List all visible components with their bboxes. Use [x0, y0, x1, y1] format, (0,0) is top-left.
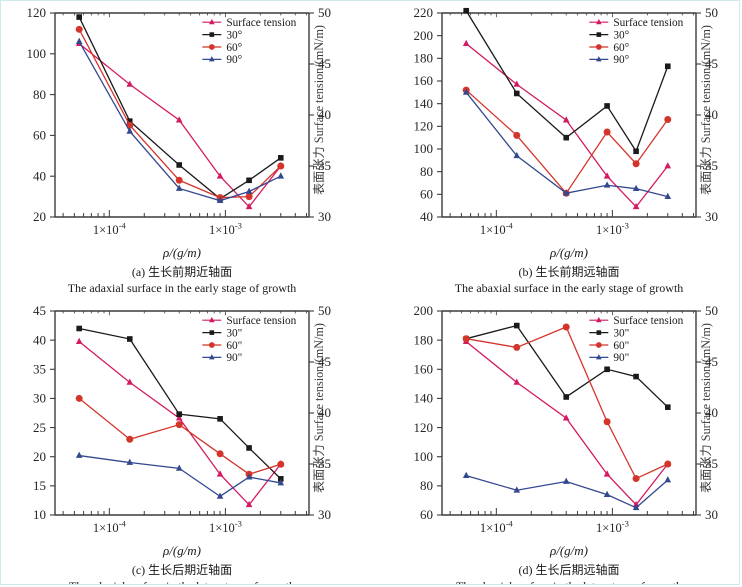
svg-text:80: 80 — [420, 478, 433, 493]
svg-text:15: 15 — [33, 478, 46, 493]
svg-text:30: 30 — [33, 391, 46, 406]
svg-text:120: 120 — [414, 118, 434, 133]
svg-text:60: 60 — [420, 186, 433, 201]
svg-text:90°: 90° — [613, 54, 629, 66]
svg-text:200: 200 — [414, 27, 434, 42]
svg-text:20: 20 — [33, 449, 46, 464]
svg-text:100: 100 — [27, 46, 47, 61]
svg-text:50: 50 — [705, 303, 718, 318]
svg-text:160: 160 — [414, 362, 434, 377]
svg-text:180: 180 — [414, 333, 434, 348]
svg-text:Surface tension: Surface tension — [226, 315, 296, 327]
svg-text:30: 30 — [705, 209, 718, 224]
svg-text:50: 50 — [705, 5, 718, 20]
svg-text:30°: 30° — [226, 29, 242, 41]
svg-text:80: 80 — [33, 86, 46, 101]
svg-text:90": 90" — [226, 352, 242, 364]
svg-text:40: 40 — [420, 209, 433, 224]
svg-text:35: 35 — [33, 362, 46, 377]
svg-text:180: 180 — [414, 50, 434, 65]
svg-text:60: 60 — [33, 127, 46, 142]
svg-text:120: 120 — [414, 420, 434, 435]
svg-text:30: 30 — [705, 507, 718, 522]
svg-text:60: 60 — [420, 507, 433, 522]
svg-text:60": 60" — [226, 340, 242, 352]
svg-text:80: 80 — [420, 163, 433, 178]
svg-text:100: 100 — [414, 141, 434, 156]
svg-text:30: 30 — [318, 507, 331, 522]
svg-text:45: 45 — [33, 303, 46, 318]
svg-text:30: 30 — [318, 209, 331, 224]
svg-text:30°: 30° — [613, 29, 629, 41]
svg-text:Surface tension: Surface tension — [613, 17, 683, 29]
svg-text:60°: 60° — [226, 41, 242, 53]
svg-text:30": 30" — [226, 328, 242, 340]
svg-text:90": 90" — [613, 352, 629, 364]
svg-text:50: 50 — [318, 303, 331, 318]
svg-text:160: 160 — [414, 73, 434, 88]
svg-text:100: 100 — [414, 449, 434, 464]
svg-text:140: 140 — [414, 95, 434, 110]
svg-text:20: 20 — [33, 209, 46, 224]
svg-text:60": 60" — [613, 340, 629, 352]
svg-text:30": 30" — [613, 328, 629, 340]
svg-text:40: 40 — [33, 333, 46, 348]
svg-text:90°: 90° — [226, 54, 242, 66]
svg-text:10: 10 — [33, 507, 46, 522]
svg-text:140: 140 — [414, 391, 434, 406]
svg-text:Surface tension: Surface tension — [613, 315, 683, 327]
svg-text:Surface tension: Surface tension — [226, 17, 296, 29]
svg-text:200: 200 — [414, 303, 434, 318]
svg-text:50: 50 — [318, 5, 331, 20]
svg-text:25: 25 — [33, 420, 46, 435]
svg-text:40: 40 — [33, 168, 46, 183]
svg-text:120: 120 — [27, 5, 47, 20]
svg-text:60°: 60° — [613, 41, 629, 53]
svg-text:220: 220 — [414, 5, 434, 20]
